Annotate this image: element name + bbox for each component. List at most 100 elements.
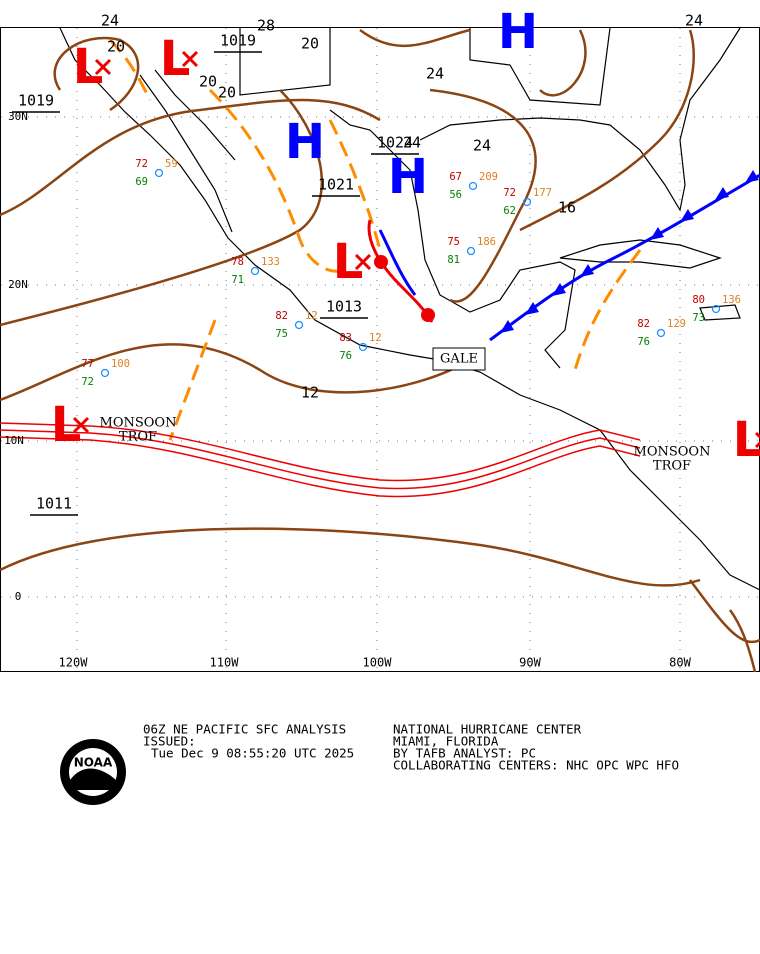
annotation: MONSOON [634,445,711,460]
annotation: MONSOON [100,416,177,431]
isobar [0,343,471,402]
trough [208,88,346,273]
warm-bumps [374,255,435,322]
lat-label: 10N [4,434,24,447]
isobar [519,29,695,232]
isobar-label: 20 [218,84,236,102]
low-x [181,50,199,68]
cuba [559,239,722,269]
trough-line [0,436,641,498]
hispaniola [699,304,741,321]
logo-bird [70,768,116,790]
troughs [108,38,642,441]
lat-label: 20N [8,278,28,291]
gale-box [432,347,486,371]
front-teeth [500,170,759,333]
footer-right: MIAMI, FLORIDA [393,734,499,749]
station-dew: 71 [231,274,244,286]
warm-bump [374,255,388,269]
footer-right: NATIONAL HURRICANE CENTER [393,722,582,737]
coastlines [59,27,760,591]
pressure-label: 1021 [318,176,354,194]
low-x [754,431,760,449]
station-temp: 82 [275,310,288,322]
annotation: GALE [440,352,478,367]
low-x [354,253,372,271]
station-wind: 100 [111,358,130,370]
isobars [0,28,760,673]
station-temp: 67 [449,171,462,183]
station-circle [358,342,368,352]
cold-triangles [500,170,759,333]
pressure-label: 1019 [18,92,54,110]
isobar-label: 24 [473,137,491,155]
low-x [72,416,90,434]
station-dew: 56 [449,189,462,201]
low-center: L [733,412,760,468]
lon-label: 120W [59,656,89,670]
low-center: L [51,397,82,453]
station-circle [100,368,110,378]
isobar [359,28,587,97]
isobar-label: 20 [301,35,319,53]
borders [239,27,611,106]
station-circle [250,266,260,276]
station-temp: 82 [637,318,650,330]
low-center: L [333,234,364,290]
trough-line [0,422,641,482]
station-temp: 83 [339,332,352,344]
footer-right: BY TAFB ANALYST: PC [393,746,536,761]
footer-left: ISSUED: [143,734,196,749]
trough [573,249,642,371]
footer-right: COLLABORATING CENTERS: NHC OPC WPC HFO [393,758,679,773]
low-center: L [73,39,104,95]
isobar [53,36,140,112]
station-circle [656,328,666,338]
noaa-logo [60,739,126,805]
high-center: H [388,149,428,205]
station-dew: 62 [503,205,516,217]
station-dew: 69 [135,176,148,188]
annotation: TROF [119,430,157,445]
lon-label: 110W [210,656,240,670]
trough-line [0,429,641,490]
isobar-label: 20 [107,38,125,56]
station-wind: 12 [369,332,382,344]
station-temp: 72 [503,187,516,199]
stationary-front [378,229,417,296]
station-circle [466,246,476,256]
station-wind: 133 [261,256,280,268]
station-dew: 81 [447,254,460,266]
station-circle [468,181,478,191]
station-temp: 77 [81,358,94,370]
graticule [1,28,759,671]
station-temp: 75 [447,236,460,248]
station-wind: 59 [165,158,178,170]
station-dew: 75 [275,328,288,340]
station-wind: 177 [533,187,552,199]
station-temp: 72 [135,158,148,170]
isobar [429,88,537,303]
annotation: TROF [653,459,691,474]
station-circle [294,320,304,330]
isobar-label: 28 [257,17,275,35]
station-circle [154,168,164,178]
isobar-label: 24 [685,12,703,30]
high-center: H [498,4,538,60]
us-coast [419,27,741,212]
low-x [94,58,112,76]
footer-left: Tue Dec 9 08:55:20 UTC 2025 [151,746,354,761]
low-center: L [160,31,191,87]
lon-label: 90W [519,656,541,670]
station-wind: 186 [477,236,496,248]
logo-text: NOAA [74,756,113,770]
station-temp: 80 [692,294,705,306]
station-dew: 76 [339,350,352,362]
gulf-coast [329,109,576,369]
monsoon-trough [0,422,641,498]
station-wind: 209 [479,171,498,183]
station-wind: 12 [305,310,318,322]
station-temp: 78 [231,256,244,268]
